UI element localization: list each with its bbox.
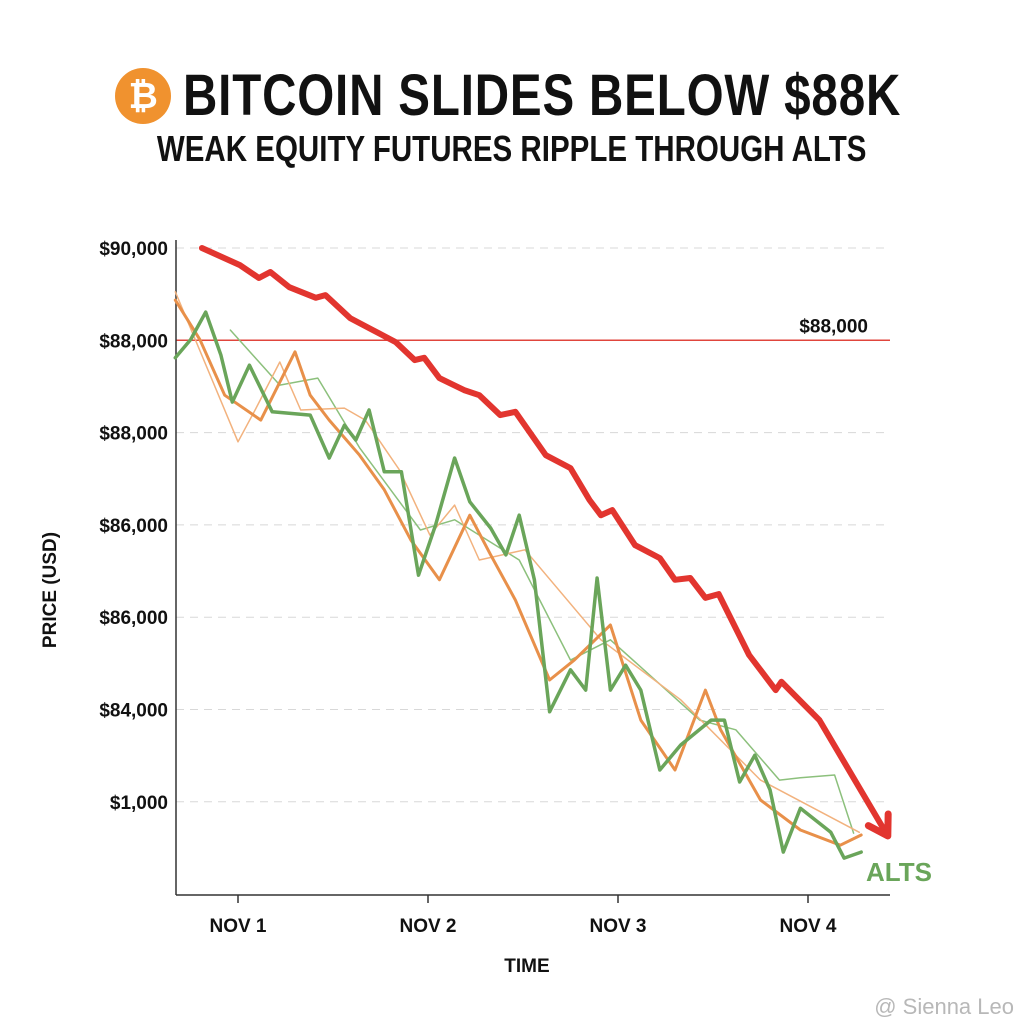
chart-subtitle: WEAK EQUITY FUTURES RIPPLE THROUGH ALTS: [0, 128, 1024, 170]
chart-subtitle-text: WEAK EQUITY FUTURES RIPPLE THROUGH ALTS: [157, 128, 867, 169]
x-tick-label: NOV 2: [399, 916, 456, 937]
y-tick-label: $90,000: [99, 239, 168, 260]
y-tick-label: $84,000: [99, 701, 168, 722]
x-tick-label: NOV 4: [779, 916, 836, 937]
series-line-alts_green_light: [229, 329, 855, 834]
chart-title: BITCOIN SLIDES BELOW $88K: [183, 63, 902, 128]
y-tick-label: $86,000: [99, 516, 168, 537]
title-row: ₿ BITCOIN SLIDES BELOW $88K: [0, 62, 1024, 129]
reference-line-label: $88,000: [799, 316, 868, 337]
watermark: @ Sienna Leo: [874, 994, 1014, 1019]
bitcoin-icon: ₿: [115, 67, 172, 124]
y-tick-label: $88,000: [99, 331, 168, 352]
series-line-btc: [198, 245, 891, 839]
y-tick-label: $88,000: [99, 424, 168, 445]
x-axis-label: TIME: [504, 956, 549, 977]
y-tick-label: $1,000: [110, 793, 168, 814]
x-tick-label: NOV 1: [209, 916, 266, 937]
y-axis-label: PRICE (USD): [40, 532, 61, 648]
arrowhead-icon: [864, 810, 892, 840]
series-line-alts_green: [173, 310, 863, 860]
y-tick-label: $86,000: [99, 608, 168, 629]
x-tick-label: NOV 3: [589, 916, 646, 937]
series-line-alts_orange_light: [174, 291, 861, 834]
alts-series-label: ALTS: [866, 857, 932, 887]
